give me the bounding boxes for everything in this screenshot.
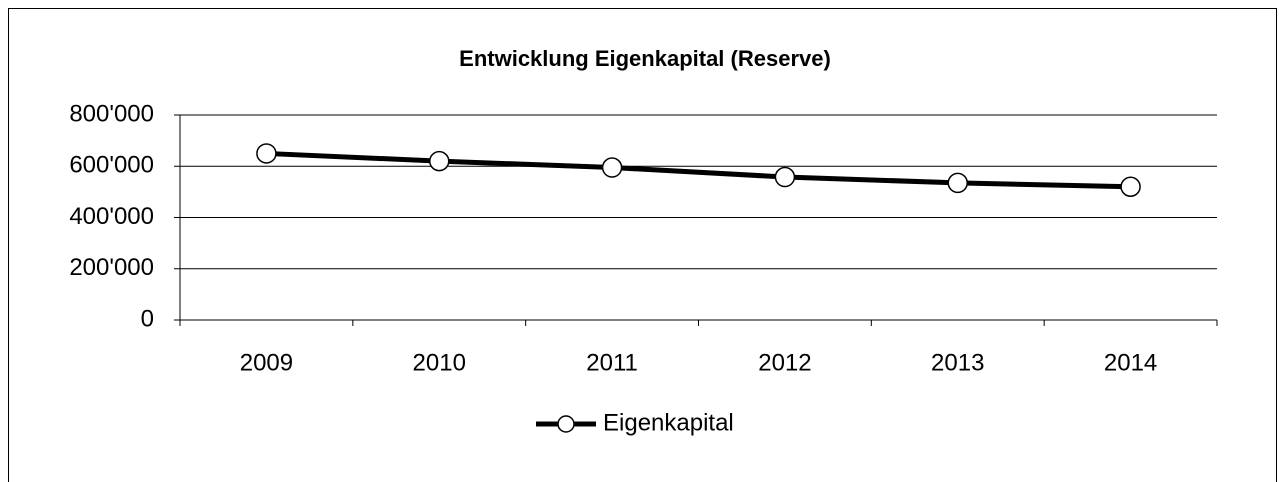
data-point bbox=[601, 157, 623, 178]
data-line bbox=[266, 150, 1131, 190]
data-point bbox=[256, 143, 277, 164]
data-point bbox=[774, 166, 796, 188]
x-tick-label: 2012 bbox=[758, 349, 811, 376]
y-tick-label: 600'000 bbox=[69, 152, 154, 179]
legend-marker bbox=[557, 415, 575, 433]
x-tick-label: 2010 bbox=[413, 349, 466, 376]
data-point bbox=[429, 150, 450, 172]
chart-border bbox=[8, 8, 1277, 482]
x-tick-label: 2009 bbox=[240, 349, 293, 376]
data-point bbox=[1120, 176, 1141, 197]
x-tick-label: 2014 bbox=[1104, 349, 1157, 376]
data-point bbox=[947, 172, 968, 194]
y-tick-label: 400'000 bbox=[69, 203, 154, 230]
x-tick-label: 2013 bbox=[931, 349, 984, 376]
legend-label: Eigenkapital bbox=[603, 409, 734, 436]
y-tick-label: 0 bbox=[141, 305, 154, 332]
chart-title: Entwicklung Eigenkapital (Reserve) bbox=[459, 46, 831, 71]
y-tick-label: 200'000 bbox=[69, 254, 154, 281]
x-tick-label: 2011 bbox=[586, 349, 638, 376]
y-tick-label: 800'000 bbox=[69, 100, 154, 127]
